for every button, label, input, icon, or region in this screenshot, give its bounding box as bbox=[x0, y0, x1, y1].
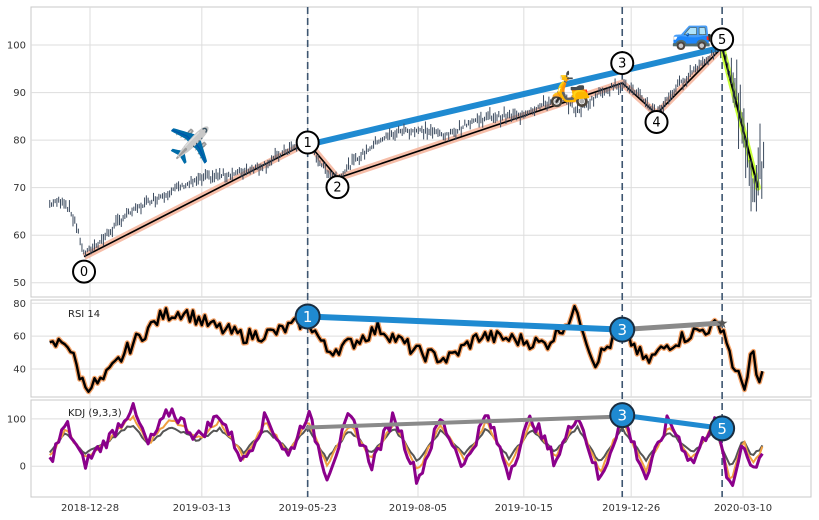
tick-labels: 2018-12-28 2019-03-13 2019-05-23 2019-08-05… bbox=[7, 41, 772, 514]
wave-point-label: 0 bbox=[80, 265, 88, 280]
rsi-wave-point-circle bbox=[294, 303, 321, 330]
price-y-tick-label: 70 bbox=[13, 183, 26, 194]
price-trend-line bbox=[304, 44, 726, 148]
car-icon: 🚙 bbox=[671, 12, 713, 52]
rsi-wave-point-circle bbox=[609, 316, 636, 343]
x-tick-label: 2019-10-15 bbox=[495, 503, 553, 514]
kdj-wave-point-label: 3 bbox=[617, 407, 627, 425]
x-tick-label: 2019-08-05 bbox=[389, 503, 447, 514]
wave-point-circle bbox=[325, 175, 350, 200]
kdj-trend-line bbox=[619, 412, 725, 431]
rsi-wave-point-label: 1 bbox=[303, 308, 313, 326]
x-tick-label: 2019-03-13 bbox=[173, 503, 231, 514]
x-tick-label: 2020-03-10 bbox=[714, 503, 772, 514]
kdj-panel-label: KDJ (9,3,3) bbox=[68, 408, 122, 419]
kdj-j-line bbox=[48, 402, 764, 487]
kdj-wave-point-circle bbox=[609, 402, 636, 429]
price-y-tick-label: 60 bbox=[13, 231, 26, 242]
wave-point-label: 3 bbox=[618, 57, 626, 72]
wave-point-label: 5 bbox=[718, 33, 726, 48]
wave-point-label: 1 bbox=[304, 136, 312, 151]
price-y-tick-label: 50 bbox=[13, 278, 26, 289]
kdj-y-tick-label: 0 bbox=[20, 462, 26, 473]
rsi-wave-point-label: 3 bbox=[617, 321, 627, 339]
grid-lines bbox=[31, 7, 811, 497]
price-y-tick-label: 80 bbox=[13, 136, 26, 147]
wave-point-label: 2 bbox=[333, 181, 341, 196]
chart-marks: 0 1 2 3 4 5 ✈️ 🛵 🚙 ★ 1 3 3 5 bbox=[49, 12, 765, 442]
rsi-trend-line bbox=[304, 313, 626, 333]
rsi-line bbox=[49, 305, 764, 393]
kdj-gray-line bbox=[305, 414, 625, 430]
wave-point-label: 4 bbox=[652, 115, 660, 130]
scooter-icon: 🛵 bbox=[549, 69, 591, 109]
kdj-wave-point-label: 5 bbox=[717, 420, 727, 438]
rsi-y-tick-label: 80 bbox=[13, 299, 26, 310]
kdj-y-tick-label: 100 bbox=[7, 414, 26, 425]
kdj-k-line bbox=[49, 414, 764, 481]
wave-point-circle bbox=[644, 109, 669, 134]
x-tick-label: 2018-12-28 bbox=[61, 503, 119, 514]
wave-zigzag-line bbox=[83, 46, 723, 258]
x-tick-label: 2019-05-23 bbox=[279, 503, 337, 514]
airplane-icon: ✈️ bbox=[169, 125, 211, 166]
rsi-y-tick-label: 60 bbox=[13, 332, 26, 343]
kdj-panel-frame bbox=[30, 399, 812, 498]
rsi-y-tick-label: 40 bbox=[13, 365, 26, 376]
price-y-tick-label: 100 bbox=[7, 41, 26, 52]
x-tick-label: 2019-12-26 bbox=[602, 503, 660, 514]
rsi-panel-label: RSI 14 bbox=[68, 309, 100, 320]
wave-point-circle bbox=[295, 130, 320, 155]
star-icon: ★ bbox=[716, 316, 729, 332]
wave-point-circle bbox=[610, 51, 635, 76]
wave-point-circle bbox=[710, 27, 735, 52]
rsi-gray-line bbox=[619, 320, 725, 333]
kdj-wave-point-circle bbox=[709, 415, 736, 442]
wave-point-circle bbox=[72, 259, 97, 284]
price-y-tick-label: 90 bbox=[13, 88, 26, 99]
